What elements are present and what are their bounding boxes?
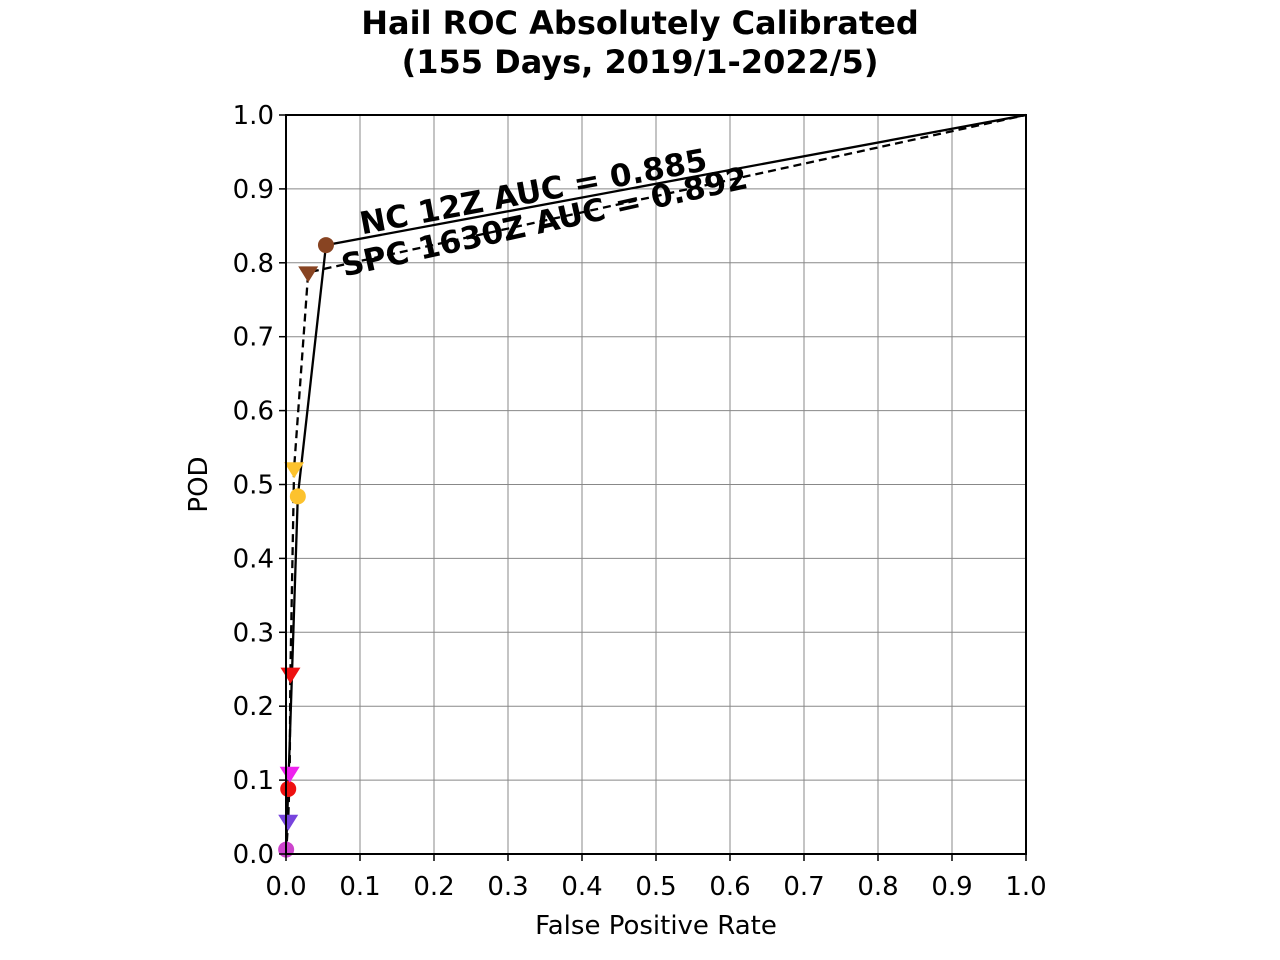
x-tick-label: 0.9 <box>931 872 972 902</box>
x-tick-label: 0.6 <box>709 872 750 902</box>
series-marker-point <box>278 814 299 831</box>
y-tick-label: 0.2 <box>233 692 274 722</box>
x-tick-label: 0.1 <box>339 872 380 902</box>
x-tick-label: 0.5 <box>635 872 676 902</box>
x-tick-label: 0.8 <box>857 872 898 902</box>
x-tick-label: 0.2 <box>413 872 454 902</box>
x-tick-label: 0.7 <box>783 872 824 902</box>
chart-subtitle: (155 Days, 2019/1-2022/5) <box>401 43 879 81</box>
y-tick-label: 0.5 <box>233 471 274 501</box>
y-tick-label: 0.4 <box>233 544 274 574</box>
series-marker-point <box>298 266 319 283</box>
series-marker-point <box>279 766 300 783</box>
y-tick-label: 1.0 <box>233 101 274 131</box>
y-tick-label: 0.6 <box>233 397 274 427</box>
series-marker-point <box>284 462 305 479</box>
x-tick-label: 0.3 <box>487 872 528 902</box>
x-tick-label: 0.4 <box>561 872 602 902</box>
y-tick-label: 0.8 <box>233 249 274 279</box>
y-axis-ticks: 0.0 0.1 0.2 0.3 0.4 0.5 0.6 0.7 0.8 0.9 1.0 <box>233 101 286 870</box>
series-marker-point <box>317 237 334 254</box>
y-tick-label: 0.7 <box>233 323 274 353</box>
y-tick-label: 0.0 <box>233 840 274 870</box>
y-axis-label: POD <box>184 456 214 512</box>
series-marker-point <box>280 780 297 797</box>
y-tick-label: 0.3 <box>233 618 274 648</box>
x-tick-label: 1.0 <box>1005 872 1046 902</box>
y-tick-label: 0.9 <box>233 175 274 205</box>
series-marker-point <box>289 488 306 505</box>
x-axis-label: False Positive Rate <box>535 911 777 941</box>
y-tick-label: 0.1 <box>233 766 274 796</box>
x-tick-label: 0.0 <box>265 872 306 902</box>
x-axis-ticks: 0.0 0.1 0.2 0.3 0.4 0.5 0.6 0.7 0.8 0.9 1.0 <box>265 854 1047 902</box>
chart-title: Hail ROC Absolutely Calibrated <box>361 4 919 42</box>
series-marker-point <box>280 667 301 684</box>
